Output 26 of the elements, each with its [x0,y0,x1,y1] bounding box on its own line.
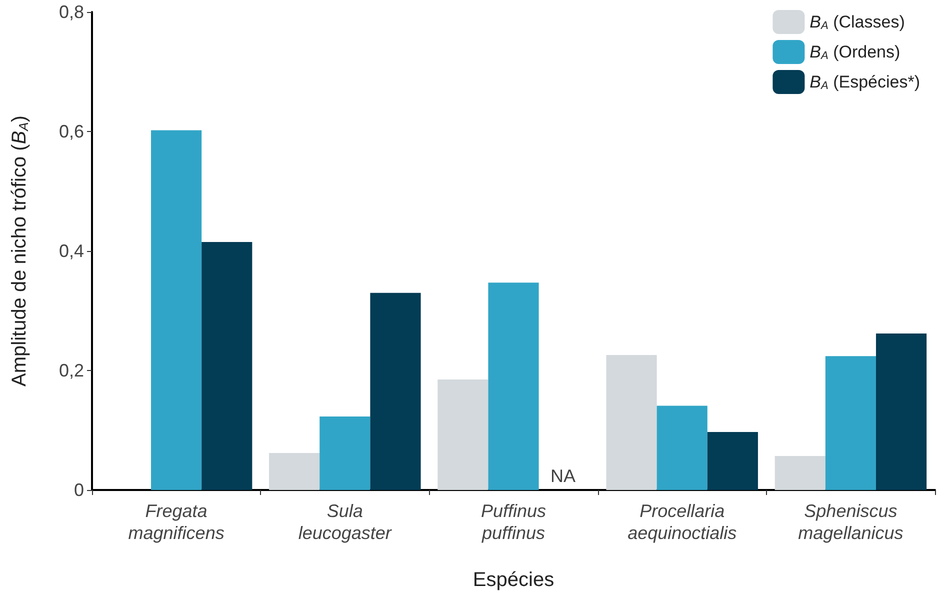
bar [774,456,826,490]
bar [825,356,876,490]
bar [370,292,421,490]
bar [707,432,758,490]
x-tick-label: Fregata magnificens [128,501,224,543]
bar [876,333,927,490]
x-axis-title: Espécies [472,569,554,591]
bar [151,130,202,490]
bar [606,354,657,490]
y-tick-label: 0 [74,480,84,500]
bar [656,406,708,490]
y-tick-label: 0,8 [58,2,84,22]
x-tick-label: Spheniscus magellanicus [798,501,904,543]
x-tick-label: Procellaria aequinoctialis [628,501,737,543]
bar [488,282,539,490]
x-tick-label: Sula leucogaster [298,501,392,543]
bar [438,379,488,490]
x-tick-label: Puffinus puffinus [480,501,546,543]
bar [202,242,252,490]
y-tick-label: 0,2 [58,360,84,380]
y-tick-label: 0,6 [58,122,84,142]
bar [269,452,320,490]
annotation: NA [550,466,576,486]
bar [320,416,370,490]
y-tick-label: 0,4 [58,241,84,261]
y-axis-title: Amplitude de nicho trófico (BA) [8,115,31,387]
